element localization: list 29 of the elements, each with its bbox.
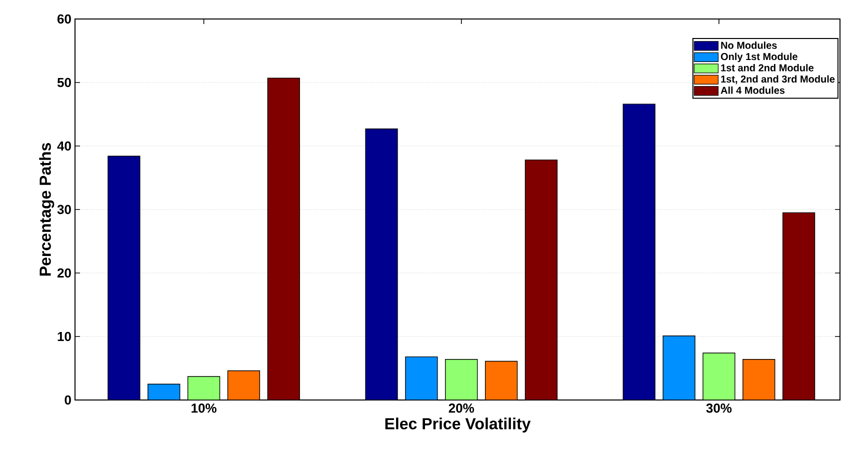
y-tick-label: 20: [57, 268, 71, 278]
bar: [148, 384, 180, 400]
legend-label: No Modules: [721, 42, 777, 49]
bar: [702, 352, 736, 400]
bar: [405, 356, 438, 400]
x-axis-title: Elec Price Volatility: [385, 418, 531, 433]
legend-label: 1st, 2nd and 3rd Module: [721, 75, 835, 84]
y-tick-label: 10: [58, 332, 71, 342]
bar: [524, 160, 558, 400]
bar: [484, 360, 518, 400]
legend-label: Only 1st Module: [720, 52, 798, 62]
x-tick-label: 20%: [448, 404, 474, 413]
bar: [662, 336, 696, 400]
y-tick-label: 40: [57, 141, 71, 151]
bar: [227, 370, 260, 400]
bar: [782, 212, 816, 400]
y-tick-label: 30: [57, 204, 71, 214]
y-tick-label: 0: [64, 395, 71, 405]
x-tick-label: 10%: [192, 404, 216, 413]
legend-label: All 4 Modules: [720, 86, 785, 94]
legend-label: 1st and 2nd Module: [721, 64, 814, 72]
bar: [267, 78, 300, 400]
bar: [187, 376, 220, 400]
bar: [445, 358, 478, 400]
bar: [742, 358, 776, 400]
y-axis-title: Percentage Paths: [39, 143, 54, 276]
x-tick-label: 30%: [706, 404, 732, 413]
y-tick-label: 60: [57, 14, 71, 24]
y-tick-label: 50: [57, 78, 71, 88]
